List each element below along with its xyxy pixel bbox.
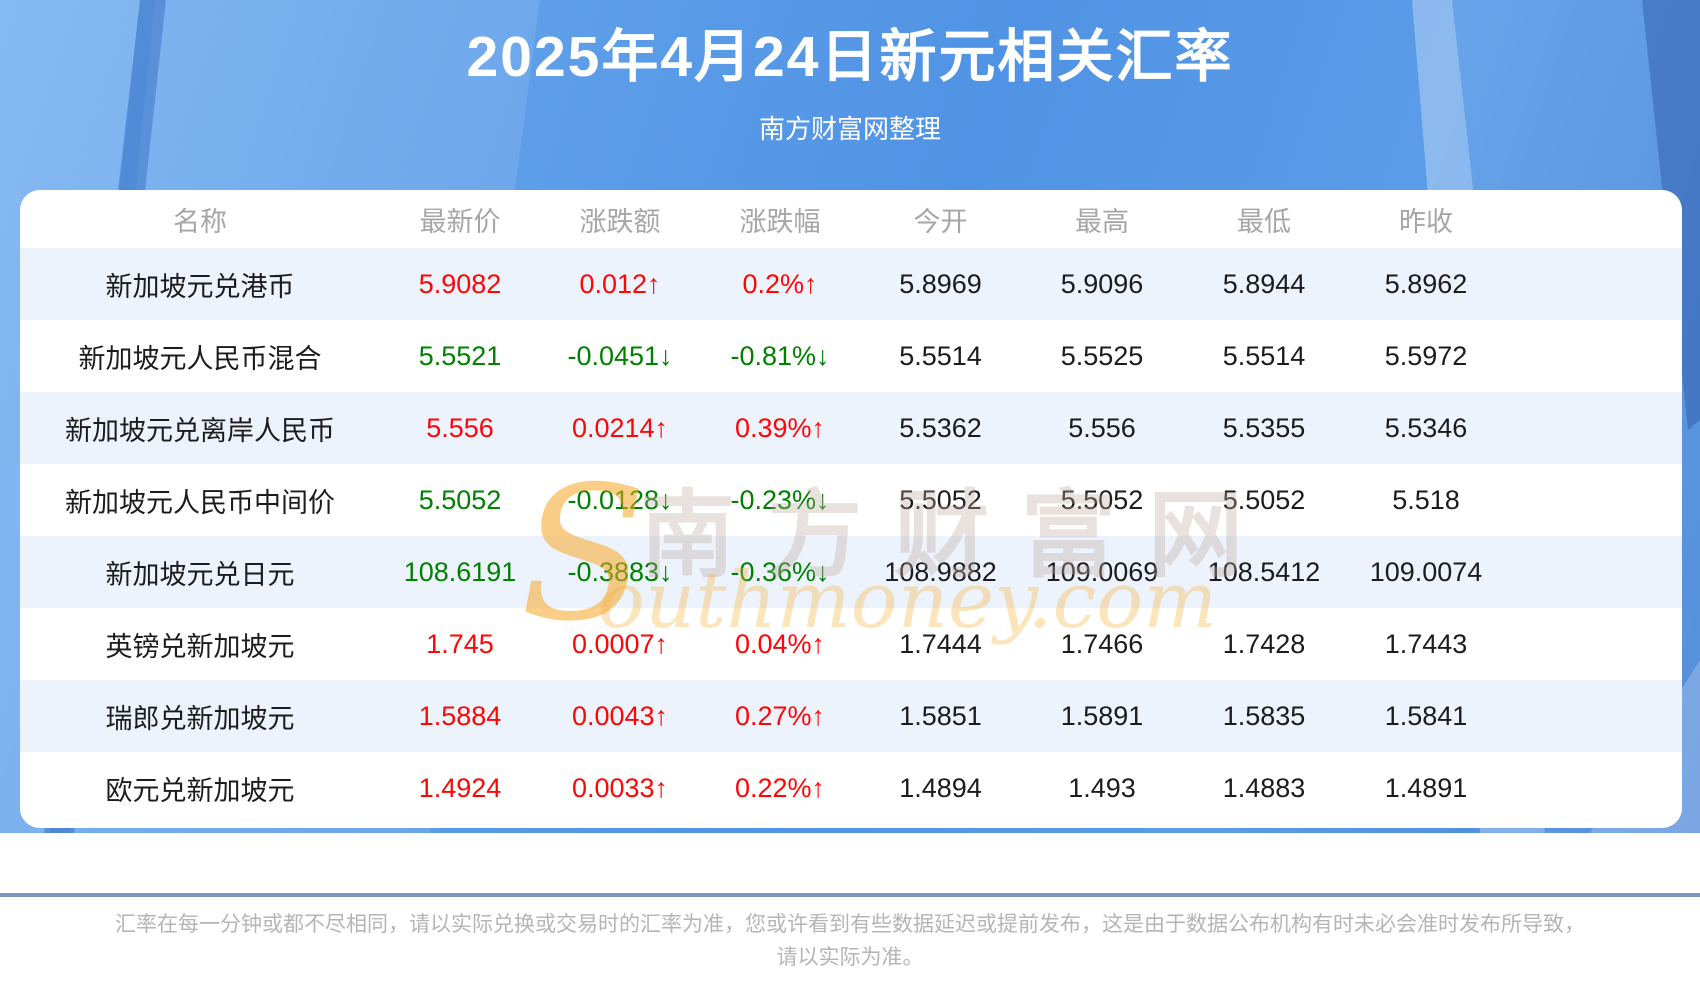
open-cell: 5.5052 bbox=[899, 484, 982, 515]
column-header-open: 今开 bbox=[913, 206, 968, 237]
high-cell: 1.7466 bbox=[1060, 628, 1144, 659]
table-row: 新加坡元人民币混合 5.5521 -0.0451↓ -0.81%↓ 5.5514… bbox=[20, 320, 1682, 392]
prev-close-cell: 5.8962 bbox=[1384, 268, 1468, 299]
prev-close-cell: 1.7443 bbox=[1384, 628, 1468, 659]
latest-price-cell: 1.5884 bbox=[418, 700, 502, 731]
column-header-change-amount: 涨跌额 bbox=[579, 206, 661, 237]
name-cell: 欧元兑新加坡元 bbox=[105, 775, 295, 806]
high-cell: 109.0069 bbox=[1045, 556, 1159, 587]
latest-price-cell: 108.6191 bbox=[403, 556, 517, 587]
table-row: 瑞郎兑新加坡元 1.5884 0.0043↑ 0.27%↑ 1.5851 1.5… bbox=[20, 680, 1682, 752]
change-percent-cell: -0.36%↓ bbox=[730, 556, 830, 587]
rate-table-body: 新加坡元兑港币 5.9082 0.012↑ 0.2%↑ 5.8969 5.909… bbox=[20, 248, 1682, 824]
name-cell: 瑞郎兑新加坡元 bbox=[105, 703, 295, 734]
prev-close-cell: 5.5346 bbox=[1384, 412, 1468, 443]
latest-price-cell: 1.4924 bbox=[418, 772, 502, 803]
name-cell: 新加坡元人民币中间价 bbox=[65, 487, 335, 518]
change-percent-cell: 0.2%↑ bbox=[742, 268, 818, 299]
prev-close-cell: 1.5841 bbox=[1384, 700, 1468, 731]
name-cell: 英镑兑新加坡元 bbox=[105, 631, 295, 662]
high-cell: 5.556 bbox=[1068, 412, 1136, 443]
low-cell: 5.5355 bbox=[1222, 412, 1306, 443]
change-amount-cell: 0.0007↑ bbox=[571, 628, 669, 659]
column-header-prev-close: 昨收 bbox=[1399, 206, 1453, 237]
name-cell: 新加坡元兑日元 bbox=[105, 559, 295, 590]
page-subtitle: 南方财富网整理 bbox=[758, 114, 941, 144]
rate-table-card: 名称 最新价 涨跌额 涨跌幅 今开 最高 最低 昨收 新加坡元兑港币 5.908… bbox=[20, 190, 1682, 828]
change-amount-cell: -0.0451↓ bbox=[567, 340, 673, 371]
open-cell: 1.5851 bbox=[899, 700, 982, 731]
change-percent-cell: -0.23%↓ bbox=[730, 484, 830, 515]
prev-close-cell: 5.5972 bbox=[1384, 340, 1468, 371]
low-cell: 1.5835 bbox=[1222, 700, 1306, 731]
latest-price-cell: 1.745 bbox=[426, 628, 494, 659]
column-header-high: 最高 bbox=[1075, 206, 1129, 237]
high-cell: 5.9096 bbox=[1060, 268, 1144, 299]
low-cell: 108.5412 bbox=[1207, 556, 1321, 587]
name-cell: 新加坡元兑离岸人民币 bbox=[65, 415, 335, 446]
table-row: 新加坡元人民币中间价 5.5052 -0.0128↓ -0.23%↓ 5.505… bbox=[20, 464, 1682, 536]
change-amount-cell: 0.0033↑ bbox=[571, 772, 669, 803]
table-header-row: 名称 最新价 涨跌额 涨跌幅 今开 最高 最低 昨收 bbox=[20, 190, 1682, 248]
table-row: 英镑兑新加坡元 1.745 0.0007↑ 0.04%↑ 1.7444 1.74… bbox=[20, 608, 1682, 680]
high-cell: 5.5052 bbox=[1060, 484, 1144, 515]
low-cell: 5.8944 bbox=[1222, 268, 1306, 299]
table-row: 欧元兑新加坡元 1.4924 0.0033↑ 0.22%↑ 1.4894 1.4… bbox=[20, 752, 1682, 824]
column-header-change-percent: 涨跌幅 bbox=[739, 206, 821, 237]
change-percent-cell: 0.39%↑ bbox=[734, 412, 826, 443]
name-cell: 新加坡元兑港币 bbox=[105, 271, 295, 302]
column-header-latest-price: 最新价 bbox=[419, 206, 501, 237]
low-cell: 1.4883 bbox=[1222, 772, 1306, 803]
disclaimer-text: 汇率在每一分钟或都不尽相同，请以实际兑换或交易时的汇率为准，您或许看到有些数据延… bbox=[0, 908, 1700, 974]
change-amount-cell: 0.012↑ bbox=[579, 268, 661, 299]
table-row: 新加坡元兑日元 108.6191 -0.3883↓ -0.36%↓ 108.98… bbox=[20, 536, 1682, 608]
latest-price-cell: 5.5052 bbox=[418, 484, 502, 515]
column-header-name: 名称 bbox=[173, 206, 227, 237]
open-cell: 5.8969 bbox=[899, 268, 982, 299]
latest-price-cell: 5.5521 bbox=[418, 340, 502, 371]
disclaimer-line-1: 汇率在每一分钟或都不尽相同，请以实际兑换或交易时的汇率为准，您或许看到有些数据延… bbox=[115, 913, 1585, 936]
change-amount-cell: 0.0214↑ bbox=[571, 412, 669, 443]
prev-close-cell: 109.0074 bbox=[1369, 556, 1483, 587]
disclaimer-line-2: 请以实际为准。 bbox=[776, 946, 924, 969]
open-cell: 1.4894 bbox=[899, 772, 982, 803]
change-amount-cell: 0.0043↑ bbox=[571, 700, 669, 731]
open-cell: 1.7444 bbox=[899, 628, 982, 659]
low-cell: 5.5514 bbox=[1222, 340, 1306, 371]
high-cell: 1.493 bbox=[1068, 772, 1136, 803]
page-title: 2025年4月24日新元相关汇率 bbox=[466, 25, 1234, 89]
latest-price-cell: 5.556 bbox=[426, 412, 494, 443]
footer-divider bbox=[0, 893, 1700, 897]
prev-close-cell: 1.4891 bbox=[1384, 772, 1468, 803]
name-cell: 新加坡元人民币混合 bbox=[78, 343, 322, 374]
low-cell: 1.7428 bbox=[1222, 628, 1306, 659]
change-percent-cell: 0.22%↑ bbox=[734, 772, 826, 803]
change-percent-cell: 0.27%↑ bbox=[734, 700, 826, 731]
change-percent-cell: -0.81%↓ bbox=[730, 340, 830, 371]
latest-price-cell: 5.9082 bbox=[418, 268, 502, 299]
prev-close-cell: 5.518 bbox=[1392, 484, 1460, 515]
open-cell: 108.9882 bbox=[884, 556, 997, 587]
low-cell: 5.5052 bbox=[1222, 484, 1306, 515]
change-amount-cell: -0.3883↓ bbox=[567, 556, 673, 587]
table-row: 新加坡元兑离岸人民币 5.556 0.0214↑ 0.39%↑ 5.5362 5… bbox=[20, 392, 1682, 464]
change-percent-cell: 0.04%↑ bbox=[734, 628, 826, 659]
column-header-low: 最低 bbox=[1237, 206, 1291, 237]
table-row: 新加坡元兑港币 5.9082 0.012↑ 0.2%↑ 5.8969 5.909… bbox=[20, 248, 1682, 320]
high-cell: 1.5891 bbox=[1060, 700, 1144, 731]
high-cell: 5.5525 bbox=[1060, 340, 1144, 371]
change-amount-cell: -0.0128↓ bbox=[567, 484, 673, 515]
open-cell: 5.5362 bbox=[899, 412, 982, 443]
open-cell: 5.5514 bbox=[899, 340, 982, 371]
